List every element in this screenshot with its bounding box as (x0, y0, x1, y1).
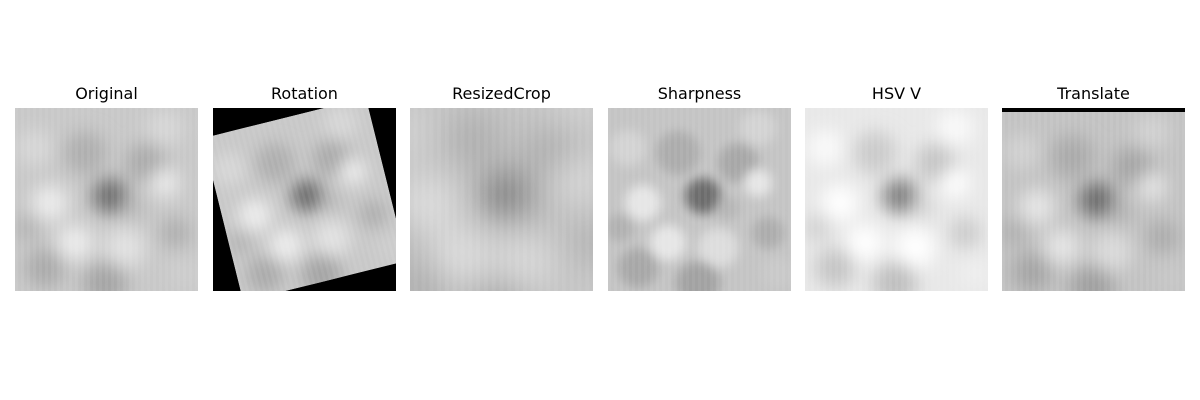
rotated-texture-image (213, 108, 396, 291)
resized-crop-texture-image (410, 108, 593, 291)
original-texture-image (15, 108, 198, 291)
hsv-value-texture-image (805, 108, 988, 291)
panel-title: Translate (1057, 84, 1130, 103)
sharpened-texture-image (608, 108, 791, 291)
panel-title: Original (75, 84, 138, 103)
panel-title: ResizedCrop (452, 84, 551, 103)
panel-title: Rotation (271, 84, 338, 103)
panel-title: Sharpness (657, 84, 742, 103)
translated-texture-image (1002, 108, 1185, 291)
panel-title: HSV V (871, 84, 922, 103)
